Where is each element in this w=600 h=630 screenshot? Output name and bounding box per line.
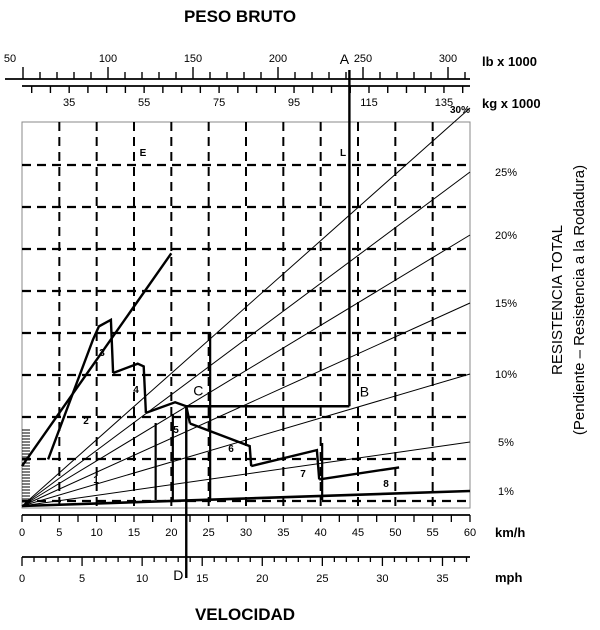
gear-curve [145,401,192,424]
kmh-tick-label: 15 [128,527,140,539]
kg-unit-label: kg x 1000 [482,96,541,111]
y-axis-title: RESISTENCIA TOTAL [549,225,566,375]
kmh-tick-label: 40 [315,527,327,539]
kmh-tick-label: 20 [165,527,177,539]
y-axis-subtitle: (Pendiente – Resistencia a la Rodadura) [571,165,588,435]
resistance-line [21,373,471,507]
gear-curves [21,70,400,578]
resistance-label: 10% [495,369,517,381]
resistance-label: 20% [495,230,517,242]
resistance-line [21,489,471,508]
mph-tick-label: 15 [196,573,208,585]
resistance-label: 15% [495,298,517,310]
plot-frame [21,121,471,509]
gear-curve [319,466,400,481]
kg-tick-label: 115 [360,97,378,109]
point-label-b: B [360,383,369,399]
mph-tick-label: 0 [19,573,25,585]
mph-tick-label: 25 [316,573,328,585]
resistance-line [21,441,471,507]
lb-tick-label: 50 [4,53,16,65]
resistance-label: 1% [498,486,514,498]
kg-tick-label: 75 [213,97,225,109]
x-axis-title: VELOCIDAD [195,605,295,624]
kmh-unit-label: km/h [495,525,525,540]
gear-label: 7 [300,469,306,480]
lb-tick-label: 200 [269,53,287,65]
mph-tick-label: 20 [256,573,268,585]
gear-label: 1 [93,475,99,486]
chart-title: PESO BRUTO [184,7,296,26]
lb-tick-label: 250 [354,53,372,65]
kmh-tick-label: 50 [389,527,401,539]
point-label-c: C [193,382,203,398]
kg-tick-label: 95 [288,97,300,109]
resistance-label: 5% [498,437,514,449]
mph-tick-label: 10 [136,573,148,585]
kmh-tick-label: 25 [203,527,215,539]
gear-label: 5 [173,425,179,436]
point-label-e: E [140,148,147,159]
lb-tick-label: 150 [184,53,202,65]
mph-tick-label: 35 [436,573,448,585]
kmh-tick-label: 5 [56,527,62,539]
point-label-l: L [340,148,346,159]
kmh-tick-label: 55 [427,527,439,539]
resistance-line [21,171,471,507]
gear-label: 4 [133,385,139,396]
kg-tick-label: 55 [138,97,150,109]
gear-curve [21,252,173,467]
kmh-tick-label: 60 [464,527,476,539]
gear-label: 3 [99,348,105,359]
resistance-line [21,234,471,507]
lb-tick-label: 300 [439,53,457,65]
grid [21,107,471,509]
kmh-tick-label: 45 [352,527,364,539]
gear-curve [46,317,115,460]
mph-tick-label: 30 [376,573,388,585]
gear-curve [112,362,148,413]
point-label-d: D [173,567,183,583]
lb-tick-label: 100 [99,53,117,65]
lb-unit-label: lb x 1000 [482,54,537,69]
kmh-tick-label: 35 [277,527,289,539]
gear-label: 2 [83,416,89,427]
gear-label: 6 [228,444,234,455]
gear-label: 8 [383,479,389,490]
kmh-tick-label: 10 [91,527,103,539]
mph-tick-label: 5 [79,573,85,585]
kmh-tick-label: 30 [240,527,252,539]
mph-unit-label: mph [495,570,523,585]
gear-curve [250,448,321,480]
resistance-line [21,107,471,507]
resistance-label: 25% [495,167,517,179]
point-label-a: A [340,51,350,67]
kg-tick-label: 35 [63,97,75,109]
kmh-tick-label: 0 [19,527,25,539]
resistance-label: 30% [450,105,470,116]
kg-tick-label: 135 [435,97,453,109]
resistance-line [21,302,471,507]
